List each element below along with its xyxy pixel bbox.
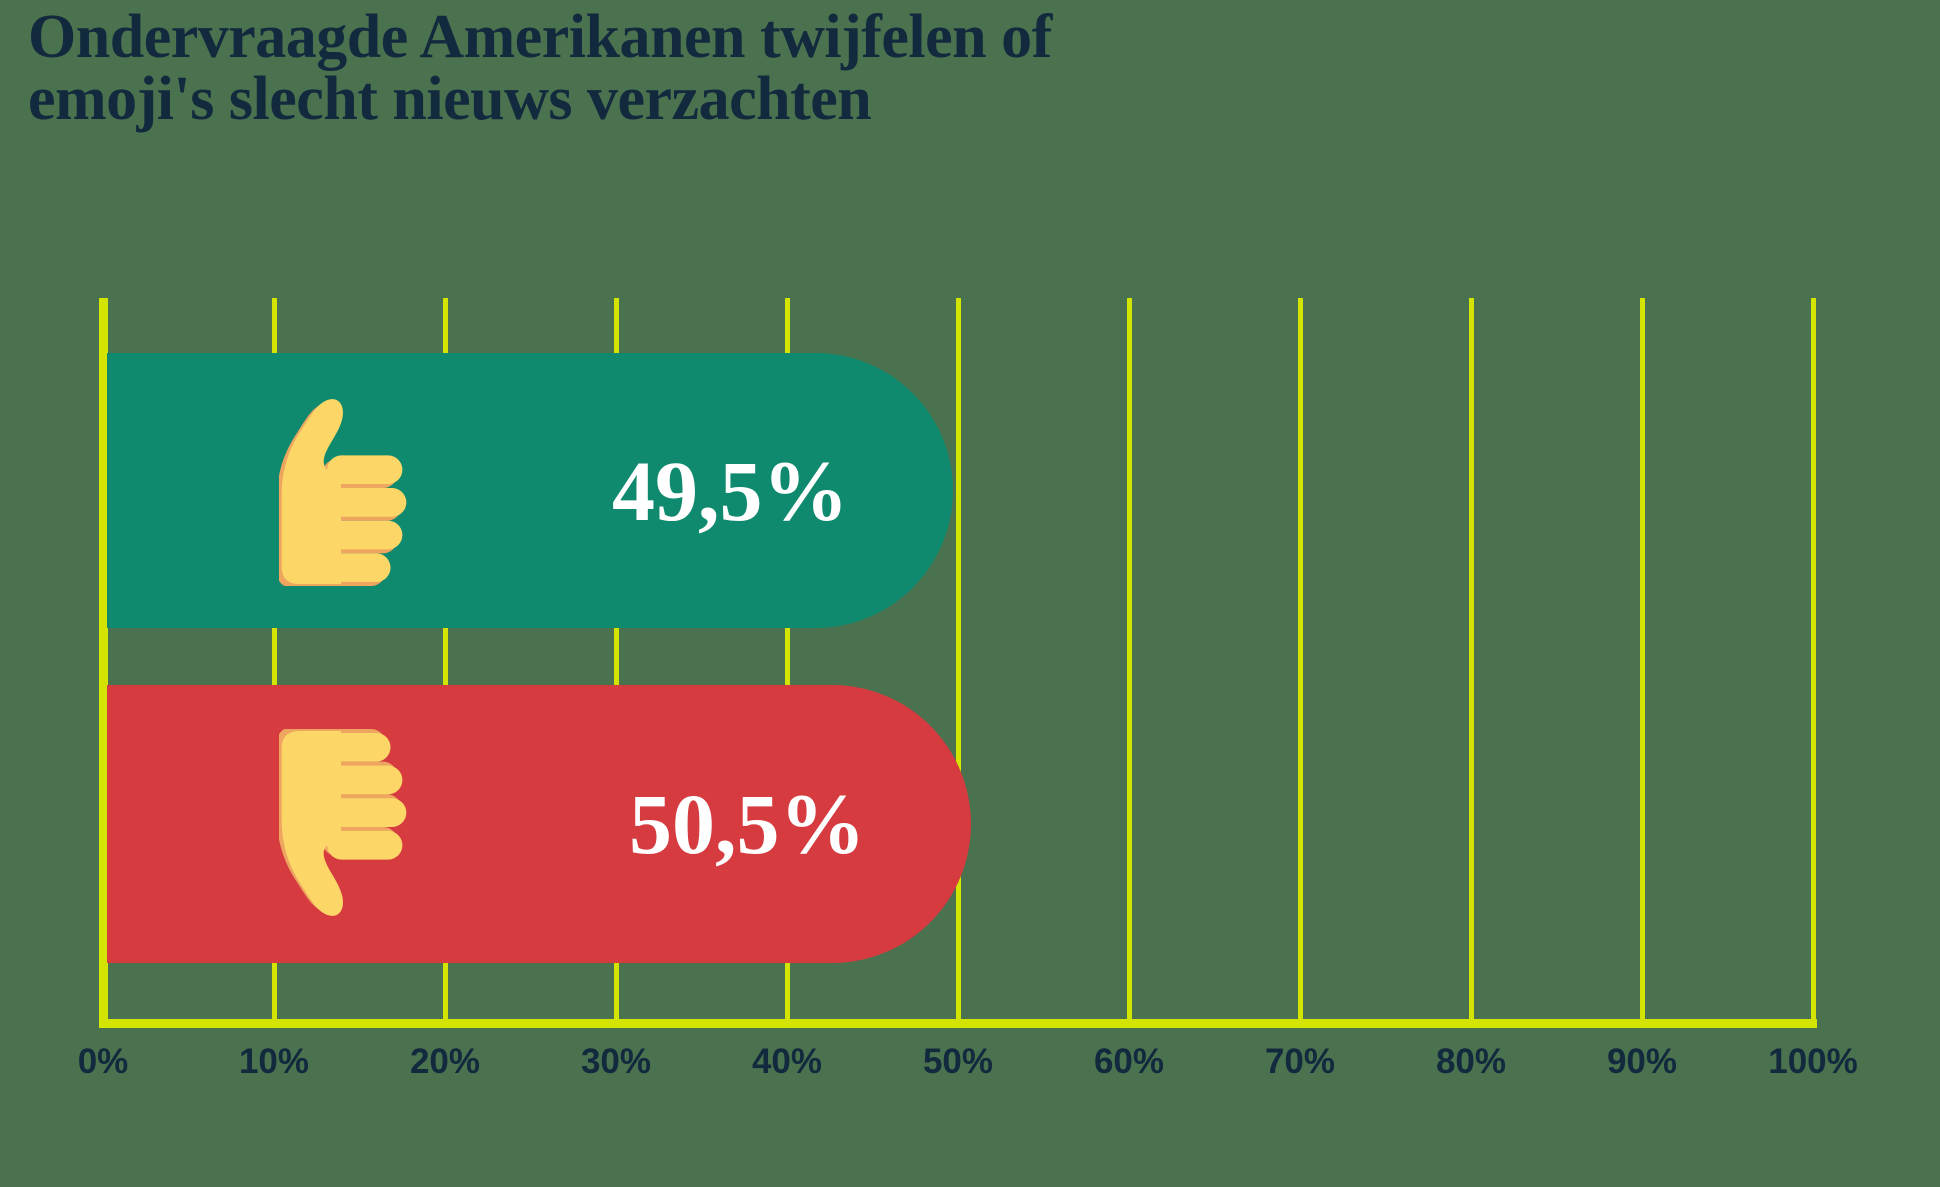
x-tick-label-40: 40%: [751, 1042, 823, 1081]
gridline-60: [1126, 298, 1132, 1019]
x-tick-label-10: 10%: [238, 1042, 310, 1081]
gridline-20: [442, 298, 448, 1019]
bar-thumbs-up: 49,5%: [107, 353, 954, 628]
gridline-100: [1810, 298, 1816, 1019]
bar-value-label-thumbs-up: 49,5%: [611, 442, 849, 539]
gridline-80: [1468, 298, 1474, 1019]
x-tick-label-90: 90%: [1606, 1042, 1678, 1081]
gridline-70: [1297, 298, 1303, 1019]
y-axis-line: [99, 298, 108, 1019]
x-tick-label-50: 50%: [922, 1042, 994, 1081]
x-axis-tick-labels: 0% 10% 20% 30% 40% 50% 60% 70% 80% 90% 100%: [78, 1042, 1858, 1092]
x-tick-label-80: 80%: [1435, 1042, 1507, 1081]
bar-thumbs-down: 50,5%: [107, 685, 971, 963]
thumbs-up-icon: [279, 398, 407, 586]
x-tick-label-20: 20%: [409, 1042, 481, 1081]
x-tick-label-30: 30%: [580, 1042, 652, 1081]
x-axis-line: [99, 1019, 1817, 1028]
plot-area: 49,5% 50,5%: [99, 298, 1817, 1028]
gridline-30: [613, 298, 619, 1019]
gridline-50: [955, 298, 961, 1019]
bar-value-label-thumbs-down: 50,5%: [629, 776, 866, 872]
chart-title: Ondervraagde Amerikanen twijfelen of emo…: [28, 6, 1052, 130]
gridline-10: [271, 298, 277, 1019]
x-tick-label-70: 70%: [1264, 1042, 1336, 1081]
gridline-90: [1639, 298, 1645, 1019]
chart-title-line1: Ondervraagde Amerikanen twijfelen of: [28, 3, 1052, 71]
thumbs-down-icon: [279, 729, 407, 916]
x-tick-label-100: 100%: [1768, 1042, 1858, 1081]
chart-title-line2: emoji's slecht nieuws verzachten: [28, 65, 872, 133]
x-tick-label-60: 60%: [1093, 1042, 1165, 1081]
gridline-40: [784, 298, 790, 1019]
x-tick-label-0: 0%: [77, 1042, 129, 1081]
